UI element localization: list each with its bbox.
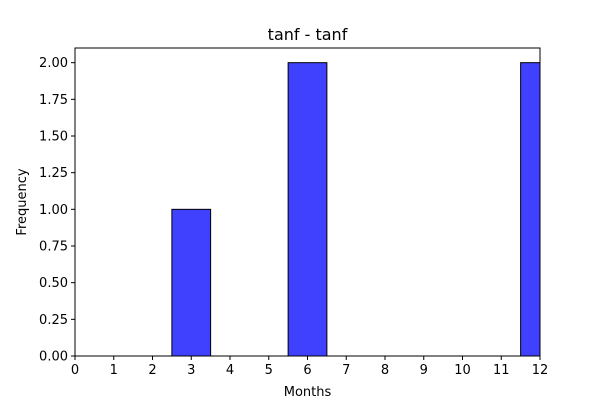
y-tick-label: 2.00 — [39, 56, 68, 71]
x-tick-label: 9 — [420, 363, 428, 378]
x-tick-label: 10 — [454, 363, 471, 378]
x-tick-label: 6 — [303, 363, 311, 378]
x-axis: 0 1 2 3 4 5 6 7 8 9 10 11 12 — [71, 356, 548, 378]
x-tick-label: 3 — [187, 363, 195, 378]
x-tick-label: 7 — [342, 363, 350, 378]
y-tick-label: 0.25 — [39, 313, 68, 328]
y-tick-label: 1.75 — [39, 93, 68, 108]
y-tick-label: 0.00 — [39, 350, 68, 365]
x-tick-label: 0 — [71, 363, 79, 378]
y-tick-label: 1.50 — [39, 130, 68, 145]
x-tick-label: 12 — [532, 363, 549, 378]
y-axis: 0.00 0.25 0.50 0.75 1.00 1.25 1.50 1.75 2.00 — [39, 56, 75, 365]
x-tick-label: 11 — [493, 363, 510, 378]
bar-1 — [287, 62, 328, 356]
x-tick-label: 8 — [381, 363, 389, 378]
y-tick-label: 1.00 — [39, 203, 68, 218]
x-tick-label: 4 — [226, 363, 234, 378]
bars-group — [171, 62, 540, 356]
x-axis-label: Months — [284, 385, 332, 400]
bar-2 — [520, 62, 540, 356]
x-tick-label: 2 — [148, 363, 156, 378]
y-axis-label: Frequency — [15, 168, 30, 235]
y-tick-label: 0.75 — [39, 240, 68, 255]
y-tick-label: 1.25 — [39, 166, 68, 181]
chart-title: tanf - tanf — [268, 25, 348, 44]
x-tick-label: 1 — [110, 363, 118, 378]
x-tick-label: 5 — [265, 363, 273, 378]
y-tick-label: 0.50 — [39, 276, 68, 291]
bar-0 — [171, 208, 212, 356]
